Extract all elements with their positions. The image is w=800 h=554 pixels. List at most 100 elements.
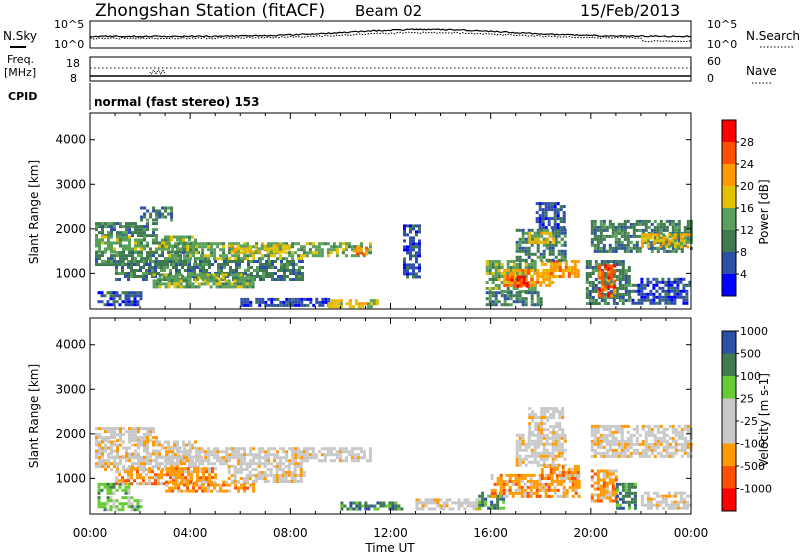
velocity-cell [264,450,268,454]
power-cell [300,297,304,301]
power-cell [661,233,665,237]
velocity-cell [173,440,176,444]
velocity-cell [545,442,549,446]
velocity-cell [451,501,455,505]
power-cell [170,215,174,219]
velocity-cell [101,459,104,463]
velocity-cell [615,482,619,486]
power-cell [554,228,558,232]
power-cell [233,279,237,283]
velocity-cell [667,503,671,507]
velocity-cell [415,501,419,505]
power-cell [627,293,631,296]
power-cell [237,242,241,246]
velocity-cell [562,485,566,489]
velocity-cell [523,482,527,486]
power-cell [563,234,567,238]
power-cell [488,297,492,301]
velocity-cell [112,491,116,495]
power-cell [270,254,274,258]
velocity-cell [664,494,668,498]
velocity-cell [338,453,342,457]
velocity-cell [662,439,666,443]
power-cell [314,248,318,252]
velocity-cell [682,503,686,507]
power-cell [271,263,274,266]
velocity-cell [197,465,200,469]
velocity-cell [641,448,645,452]
power-cell [615,296,619,299]
power-cell [186,242,190,246]
power-cell [312,303,316,307]
velocity-cell [632,433,636,437]
power-cell [494,272,498,275]
velocity-cell [210,480,214,484]
velocity-cell [293,468,297,471]
power-cell [655,283,659,287]
velocity-cell [281,474,285,477]
power-cell [556,211,560,215]
power-cell [585,281,589,284]
velocity-cell [673,500,677,504]
velocity-cell [400,507,404,511]
velocity-cell [536,436,540,440]
velocity-cell [177,453,181,457]
power-cell [318,300,322,304]
power-cell [601,276,605,280]
power-cell [509,260,513,263]
power-cell [662,222,666,226]
velocity-cell [186,486,190,490]
velocity-cell [213,450,217,454]
velocity-cell [633,491,637,495]
power-cell [145,278,148,281]
velocity-cell [245,465,249,468]
power-cell [548,271,552,275]
power-cell [170,250,173,254]
velocity-cell [213,456,217,460]
power-cell [602,219,606,223]
velocity-cell [644,430,648,434]
power-cell [528,240,532,244]
power-cell [168,242,172,246]
power-cell [608,225,612,229]
velocity-cell [481,491,485,495]
velocity-cell [593,451,597,455]
velocity-cell [539,454,543,458]
velocity-cell [127,496,131,500]
velocity-cell [652,491,656,495]
velocity-cell [574,482,578,486]
velocity-cell [629,442,633,446]
velocity-cell [305,450,309,454]
velocity-cell [590,442,594,446]
velocity-cell [537,428,541,432]
power-cell [515,246,519,250]
velocity-cell [517,491,521,495]
power-cell [591,272,595,275]
power-cell [215,282,219,286]
velocity-cell [576,465,580,468]
velocity-cell [110,449,113,453]
power-cell [256,275,259,278]
velocity-cell [140,436,143,440]
velocity-cell [211,467,214,471]
power-cell [125,231,128,235]
power-cell [238,275,241,278]
power-cell [679,242,683,246]
power-cell [285,242,289,246]
power-cell [194,279,198,283]
power-cell [668,219,672,223]
power-cell [506,294,510,298]
power-cell [545,271,549,275]
power-cell [104,247,107,251]
power-cell [192,251,196,255]
velocity-cell [674,439,678,443]
velocity-cell [554,463,558,467]
velocity-cell [160,470,163,474]
power-cell [145,272,148,275]
power-cell [167,238,170,242]
power-cell [366,302,370,306]
power-cell [497,263,501,266]
velocity-cell [680,427,684,431]
power-cell [311,254,315,258]
velocity-cell [626,448,630,452]
